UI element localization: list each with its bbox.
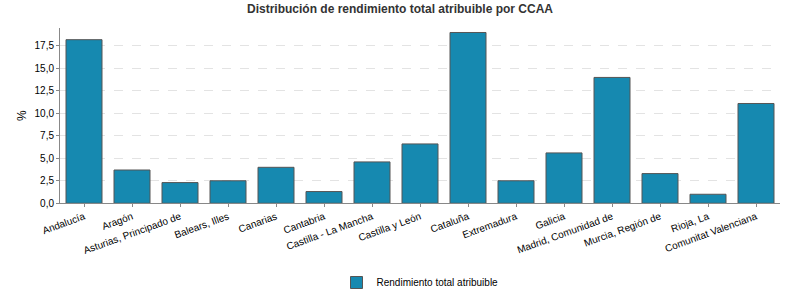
- svg-text:15,0: 15,0: [35, 63, 55, 74]
- svg-text:Galicia: Galicia: [534, 210, 567, 231]
- svg-text:%: %: [15, 110, 29, 121]
- svg-text:12,5: 12,5: [35, 85, 55, 96]
- svg-text:Murcia, Región de: Murcia, Región de: [582, 210, 662, 248]
- svg-text:0,0: 0,0: [40, 198, 54, 209]
- svg-text:Castilla - La Mancha: Castilla - La Mancha: [285, 210, 375, 252]
- svg-text:Canarias: Canarias: [237, 210, 278, 234]
- svg-text:Castilla y León: Castilla y León: [357, 210, 422, 243]
- svg-text:Andalucía: Andalucía: [41, 210, 87, 236]
- svg-text:Distribución de rendimiento to: Distribución de rendimiento total atribu…: [247, 2, 553, 16]
- svg-text:Extremadura: Extremadura: [461, 210, 519, 240]
- svg-text:5,0: 5,0: [40, 153, 54, 164]
- svg-text:Rioja, La: Rioja, La: [670, 210, 711, 234]
- svg-text:Asturias, Principado de: Asturias, Principado de: [82, 210, 183, 256]
- svg-text:Cataluña: Cataluña: [429, 210, 471, 234]
- svg-text:17,5: 17,5: [35, 40, 55, 51]
- svg-text:Aragón: Aragón: [100, 210, 134, 231]
- svg-text:Cantabria: Cantabria: [282, 210, 327, 235]
- svg-text:10,0: 10,0: [35, 108, 55, 119]
- svg-text:7,5: 7,5: [40, 130, 54, 141]
- svg-text:Rendimiento total atribuible: Rendimiento total atribuible: [377, 277, 499, 288]
- svg-text:2,5: 2,5: [40, 175, 54, 186]
- svg-text:Balears, Illes: Balears, Illes: [173, 210, 231, 240]
- svg-text:Comunitat Valenciana: Comunitat Valenciana: [663, 210, 758, 254]
- svg-text:Madrid, Comunidad de: Madrid, Comunidad de: [516, 210, 615, 255]
